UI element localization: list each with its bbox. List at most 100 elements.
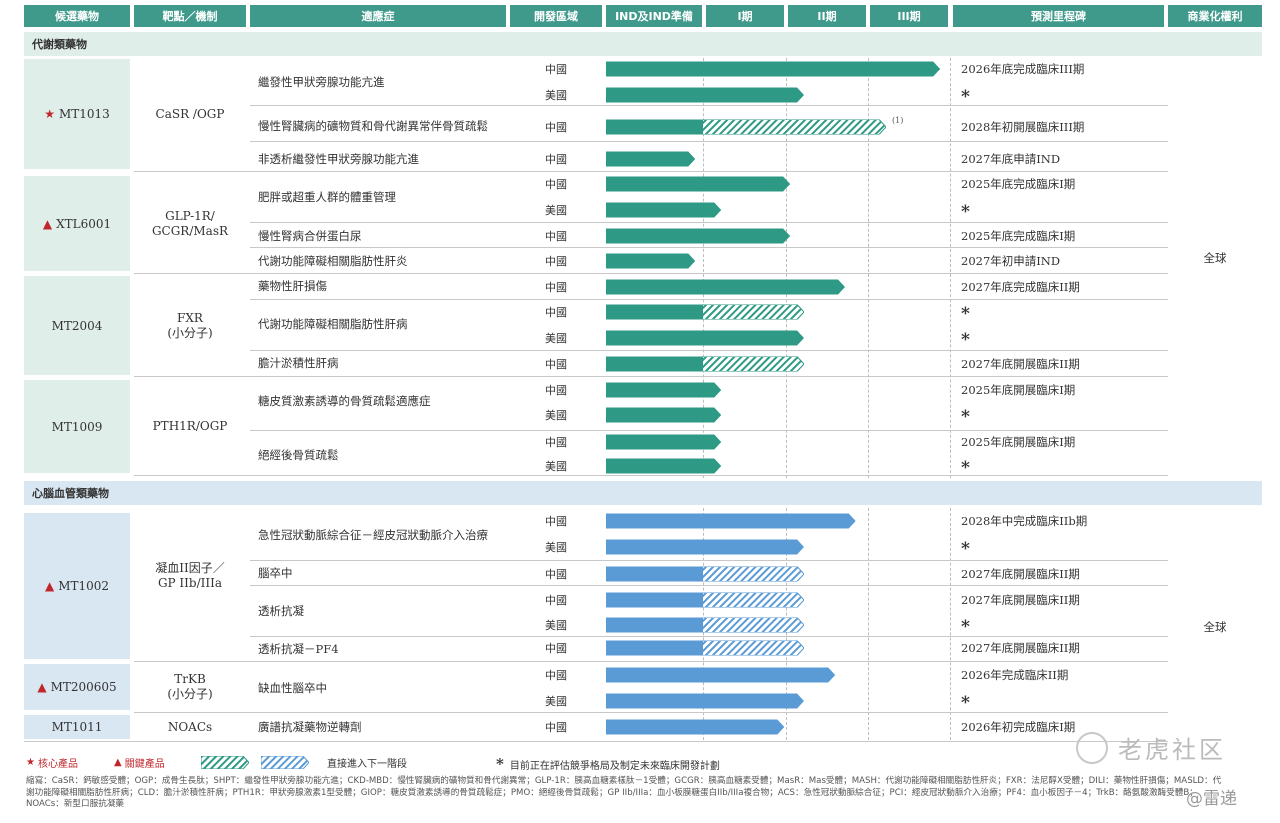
milestone-asterisk: * — [961, 304, 970, 324]
region-label: 中國 — [545, 669, 567, 682]
pipeline-bar — [606, 566, 805, 582]
candidate-xtl6001: ▲ XTL6001 — [24, 176, 130, 271]
region-label: 中國 — [545, 153, 567, 166]
candidate-name: MT1013 — [58, 107, 110, 121]
watermark-handle: @雷递 — [1186, 789, 1237, 809]
row-separator — [134, 171, 1168, 172]
header-milestone: 預測里程碑 — [953, 5, 1164, 27]
header-region: 開發區域 — [510, 5, 602, 27]
milestone-text: 2027年底完成臨床II期 — [961, 280, 1080, 294]
region-label: 中國 — [545, 642, 567, 655]
milestone-text: 2028年中完成臨床IIb期 — [961, 514, 1088, 528]
pipeline-bar — [606, 719, 785, 735]
phase-divider — [950, 58, 951, 478]
phase-divider — [786, 58, 787, 478]
milestone-asterisk: * — [961, 407, 970, 427]
asterisk-icon: * — [496, 755, 504, 773]
milestone-text: 2026年初完成臨床I期 — [961, 720, 1076, 734]
phase-divider — [950, 508, 951, 740]
footnote-marker: (1) — [892, 116, 904, 125]
pipeline-bar — [606, 617, 805, 633]
indication-label: 透析抗凝 — [258, 604, 304, 618]
target-cell: 凝血II因子／ GP IIb/IIIa — [155, 560, 225, 590]
row-separator — [134, 376, 1168, 377]
header-phase2: II期 — [788, 5, 866, 27]
row-separator — [134, 712, 1168, 713]
phase-divider — [868, 508, 869, 740]
pipeline-bar — [606, 513, 856, 529]
milestone-text: 2027年底申請IND — [961, 152, 1061, 166]
header-target: 靶點／機制 — [134, 5, 246, 27]
indication-label: 透析抗凝－PF4 — [258, 642, 339, 656]
pipeline-bar — [606, 592, 805, 608]
row-separator — [250, 222, 1168, 223]
pipeline-bar — [606, 253, 696, 269]
pipeline-bar — [606, 667, 836, 683]
milestone-text: 2027年底開展臨床II期 — [961, 357, 1080, 371]
region-label: 美國 — [545, 541, 567, 554]
pipeline-bar — [606, 539, 805, 555]
indication-label: 藥物性肝損傷 — [258, 279, 327, 293]
region-label: 美國 — [545, 332, 567, 345]
pipeline-bar — [606, 202, 722, 218]
milestone-text: 2025年底開展臨床I期 — [961, 383, 1076, 397]
region-label: 美國 — [545, 619, 567, 632]
pipeline-bar — [606, 61, 941, 77]
indication-label: 肥胖或超重人群的體重管理 — [258, 190, 396, 204]
region-label: 美國 — [545, 460, 567, 473]
milestone-text: 2025年底完成臨床I期 — [961, 229, 1076, 243]
pipeline-bar — [606, 119, 887, 135]
row-separator — [250, 560, 1168, 561]
row-separator — [250, 141, 1168, 142]
candidate-name: MT2004 — [51, 318, 103, 333]
pipeline-bar — [606, 176, 791, 192]
indication-label: 膽汁淤積性肝病 — [258, 356, 339, 370]
region-label: 中國 — [545, 306, 567, 319]
section-cardiovascular: 心腦血管類藥物 — [24, 481, 1262, 505]
brand-logo-icon — [1076, 731, 1108, 764]
abbreviation-footnote: 縮寫：CaSR：鈣敏感受體；OGP：成骨生長肽；SHPT：繼發性甲狀旁腺功能亢進… — [26, 776, 1222, 809]
legend-direct: 直接進入下一階段 — [201, 755, 407, 770]
region-label: 中國 — [545, 63, 567, 76]
region-label: 中國 — [545, 121, 567, 134]
target-cell: CaSR /OGP — [155, 106, 225, 121]
row-separator — [250, 299, 1168, 300]
header-candidate: 候選藥物 — [24, 5, 130, 27]
region-label: 中國 — [545, 230, 567, 243]
pipeline-bar — [606, 151, 696, 167]
milestone-asterisk: * — [961, 539, 970, 559]
row-separator — [134, 273, 1168, 274]
indication-label: 缺血性腦卒中 — [258, 681, 327, 695]
candidate-mt2004: MT2004 — [24, 276, 130, 375]
milestone-text: 2026年完成臨床II期 — [961, 668, 1069, 682]
pipeline-bar — [606, 356, 805, 372]
pipeline-bar — [606, 279, 846, 295]
key-product-triangle-icon: ▲ — [37, 680, 47, 694]
row-separator — [250, 247, 1168, 248]
target-cell: PTH1R/OGP — [152, 419, 228, 433]
candidate-mt1009: MT1009 — [24, 380, 130, 473]
region-label: 中國 — [545, 594, 567, 607]
milestone-text: 2025年底開展臨床I期 — [961, 435, 1076, 449]
indication-label: 急性冠狀動脈綜合征－經皮冠狀動脈介入治療 — [258, 528, 488, 542]
target-cell: FXR (小分子) — [167, 310, 213, 340]
candidate-name: MT1011 — [51, 720, 103, 734]
indication-label: 絕經後骨質疏鬆 — [258, 448, 339, 462]
candidate-mt1013: ★ MT1013 — [24, 59, 130, 169]
milestone-asterisk: * — [961, 330, 970, 350]
key-product-triangle-icon: ▲ — [44, 579, 55, 593]
row-separator — [250, 430, 1168, 431]
indication-label: 繼發性甲狀旁腺功能亢進 — [258, 75, 385, 89]
pipeline-bar — [606, 304, 805, 320]
phase-divider — [868, 58, 869, 478]
indication-label: 非透析繼發性甲狀旁腺功能亢進 — [258, 152, 419, 166]
header-phase1: I期 — [706, 5, 784, 27]
indication-label: 糖皮質激素誘導的骨質疏鬆適應症 — [258, 394, 431, 408]
milestone-text: 2026年底完成臨床III期 — [961, 62, 1085, 76]
region-label: 中國 — [545, 568, 567, 581]
milestone-text: 2027年底開展臨床II期 — [961, 641, 1080, 655]
section-metabolic: 代謝類藥物 — [24, 32, 1262, 56]
region-label: 中國 — [545, 358, 567, 371]
phase-divider — [703, 58, 704, 478]
pipeline-bar — [606, 228, 791, 244]
